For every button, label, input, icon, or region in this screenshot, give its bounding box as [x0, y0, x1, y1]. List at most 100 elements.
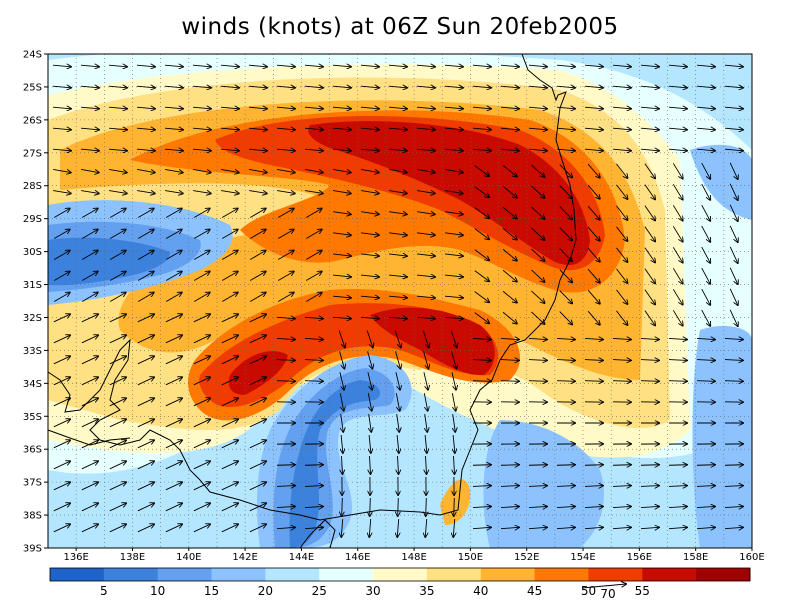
wind-arrow [559, 248, 573, 262]
wind-arrow [397, 434, 399, 453]
wind-arrow [556, 360, 575, 361]
wind-arrow [81, 398, 98, 407]
wind-arrow [221, 168, 239, 172]
wind-arrow [248, 149, 267, 151]
wind-arrow [559, 227, 573, 241]
wind-arrow [193, 524, 210, 533]
wind-arrow [500, 360, 519, 361]
wind-arrow [109, 503, 126, 512]
wind-arrow [587, 289, 600, 304]
wind-arrow [249, 230, 266, 239]
wind-arrow [249, 272, 266, 281]
wind-arrow [644, 205, 655, 221]
wind-arrow [276, 506, 295, 507]
wind-arrow [369, 434, 371, 453]
wind-arrow [472, 107, 491, 109]
wind-arrow [454, 497, 455, 516]
wind-arrow [417, 233, 435, 235]
latitude-label: 37S [23, 478, 42, 489]
wind-arrow [584, 86, 603, 88]
wind-arrow [584, 149, 603, 151]
wind-arrow [668, 527, 687, 528]
wind-arrow [53, 293, 70, 302]
wind-arrow [80, 128, 99, 130]
wind-arrow [81, 293, 98, 302]
wind-arrow [559, 206, 573, 220]
wind-arrow [277, 209, 294, 218]
colorbar-segment [319, 568, 374, 581]
wind-arrow [276, 381, 295, 382]
wind-arrow [221, 191, 239, 194]
wind-arrow [640, 65, 659, 67]
wind-arrow [53, 482, 70, 491]
wind-arrow [304, 465, 323, 466]
wind-arrow [556, 338, 575, 339]
wind-arrow [500, 65, 519, 67]
wind-arrow [52, 149, 71, 151]
wind-arrow [417, 191, 435, 194]
wind-arrow [644, 184, 655, 200]
wind-arrow [531, 290, 544, 303]
wind-arrow [474, 186, 490, 198]
wind-arrow [332, 86, 351, 88]
wind-arrow [221, 440, 238, 449]
wind-arrow [644, 289, 655, 305]
wind-arrow [528, 149, 547, 151]
longitude-label: 138E [120, 552, 145, 563]
wind-arrow [472, 65, 491, 67]
wind-arrow [612, 86, 631, 88]
wind-arrow [370, 455, 371, 474]
wind-arrow [165, 191, 183, 194]
wind-arrow [556, 128, 575, 130]
wind-arrow [502, 311, 517, 323]
wind-arrow [81, 356, 98, 365]
wind-arrow [640, 360, 659, 361]
wind-arrow [193, 398, 210, 407]
wind-arrow [416, 317, 435, 318]
wind-arrow [165, 377, 182, 386]
wind-arrow [559, 290, 573, 304]
wind-arrow [729, 204, 738, 221]
colorbar-segment [211, 568, 266, 581]
wind-arrow [137, 335, 154, 344]
wind-arrow [453, 518, 454, 537]
wind-arrow [474, 165, 490, 177]
latitude-label: 25S [23, 82, 42, 93]
wind-arrow [612, 527, 631, 528]
wind-arrow [220, 149, 239, 151]
wind-arrow [367, 372, 372, 390]
wind-arrow [556, 506, 575, 507]
wind-arrow [587, 310, 600, 325]
wind-arrow [672, 205, 682, 220]
wind-arrow [502, 290, 517, 302]
wind-arrow [389, 191, 407, 194]
latitude-label: 26S [23, 115, 42, 126]
wind-arrow [108, 128, 127, 130]
wind-arrow [192, 107, 211, 109]
wind-arrow [109, 440, 126, 449]
wind-arrow [81, 440, 98, 449]
longitude-labels: 136E 138E 140E 142E 144E 146E 148E 150E 152E 154E… [63, 548, 765, 563]
wind-arrow [221, 503, 238, 512]
wind-arrow [248, 65, 267, 67]
wind-arrow [164, 128, 183, 130]
wind-arrow [277, 251, 294, 260]
colorbar-segment [50, 568, 105, 581]
latitude-labels: 24S 25S 26S 27S 28S 29S 30S 31S 32S 33S 34S 35S 36S 3… [23, 50, 48, 555]
colorbar-label: 45 [527, 584, 542, 598]
wind-arrow [584, 527, 603, 528]
wind-arrow [109, 335, 126, 344]
wind-arrow [500, 381, 519, 382]
wind-arrow [192, 128, 211, 130]
wind-arrow [164, 107, 183, 109]
wind-arrow [612, 360, 631, 361]
wind-arrow [248, 107, 267, 109]
wind-arrow [528, 128, 547, 130]
wind-arrow [388, 128, 407, 130]
wind-arrow [361, 191, 379, 194]
wind-arrow [137, 440, 154, 449]
wind-arrow [644, 310, 655, 326]
wind-arrow [472, 486, 491, 487]
wind-arrow [416, 107, 435, 109]
colorbar-label: 20 [258, 584, 273, 598]
